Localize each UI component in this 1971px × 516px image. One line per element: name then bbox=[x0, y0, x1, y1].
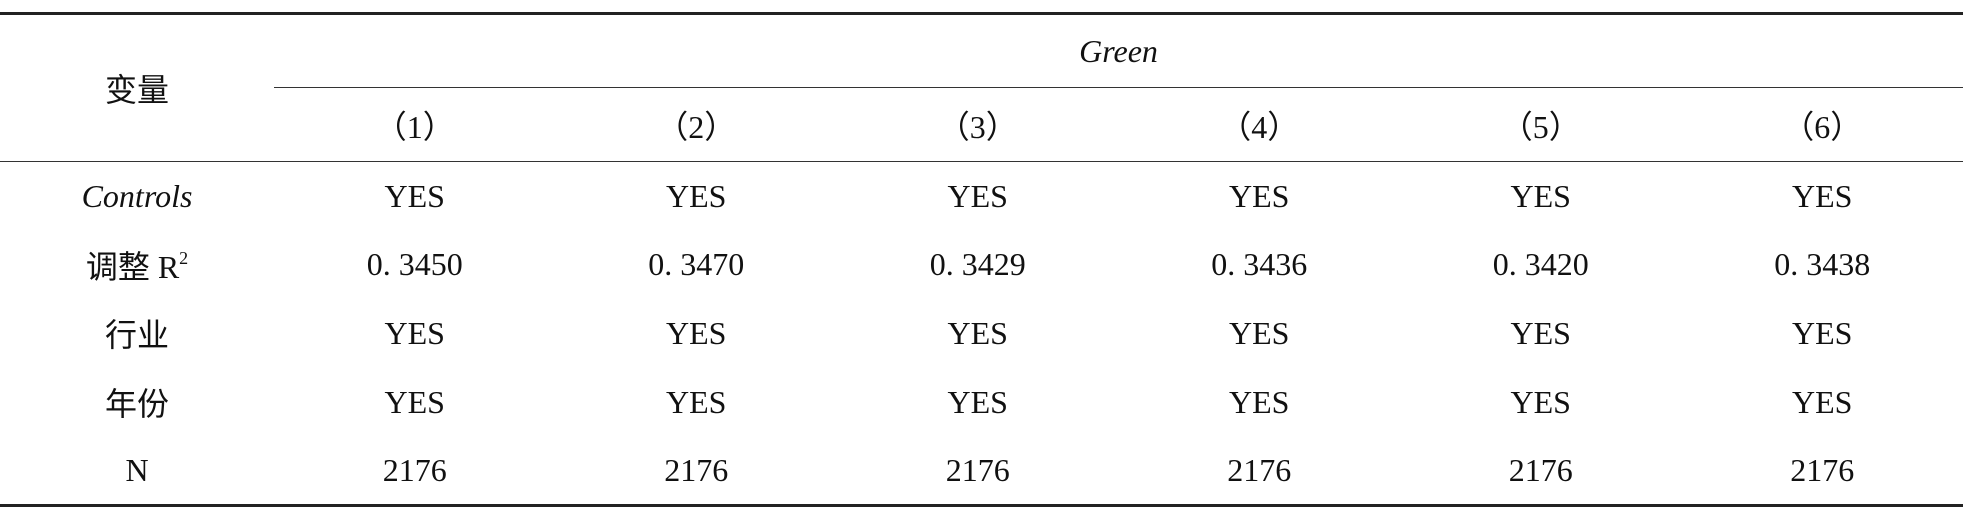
group-header: Green bbox=[274, 12, 1963, 88]
row-label: 行业 bbox=[0, 299, 274, 368]
table-cell: YES bbox=[384, 314, 445, 351]
table-row: Controls YES YES YES YES YES YES bbox=[0, 162, 1963, 231]
table-cell: 2176 bbox=[1681, 436, 1963, 507]
row-label: 年份 bbox=[0, 368, 274, 437]
table-cell: YES bbox=[1510, 314, 1571, 351]
column-header: （6） bbox=[1681, 87, 1963, 162]
table-cell: YES bbox=[947, 314, 1008, 351]
row-label-text: 年份 bbox=[104, 386, 169, 423]
table-cell: YES bbox=[666, 314, 727, 351]
table-cell: YES bbox=[1510, 177, 1571, 214]
column-header: （5） bbox=[1400, 87, 1682, 162]
table-cell: YES bbox=[1792, 177, 1853, 214]
row-label-text: Controls bbox=[81, 177, 193, 214]
table-cell: 2176 bbox=[837, 436, 1119, 507]
table-cell: 0. 3470 bbox=[648, 246, 745, 283]
column-header: （2） bbox=[555, 87, 837, 162]
table-cell: 2176 bbox=[1400, 436, 1682, 507]
table-container: 变量 Green （1） （2） （3） （4） （5） （6） Controls YES Y… bbox=[0, 12, 1963, 507]
table-cell: 0. 3438 bbox=[1774, 246, 1871, 283]
column-header: （4） bbox=[1118, 87, 1400, 162]
table-row: 年份 YES YES YES YES YES YES bbox=[0, 368, 1963, 437]
row-label-text: 行业 bbox=[104, 317, 169, 354]
table-cell: 2176 bbox=[274, 436, 556, 507]
table-cell: YES bbox=[1229, 314, 1290, 351]
table-cell: YES bbox=[1792, 383, 1853, 420]
table-cell: 0. 3436 bbox=[1211, 246, 1308, 283]
table-row: N 2176 2176 2176 2176 2176 2176 bbox=[0, 436, 1963, 507]
table-cell: YES bbox=[947, 383, 1008, 420]
row-label-text: 调整 R bbox=[85, 248, 180, 285]
table-row: 行业 YES YES YES YES YES YES bbox=[0, 299, 1963, 368]
table-cell: YES bbox=[384, 383, 445, 420]
regression-table: 变量 Green （1） （2） （3） （4） （5） （6） Controls YES Y… bbox=[0, 12, 1963, 507]
table-cell: 0. 3420 bbox=[1492, 246, 1589, 283]
row-label: 调整 R2 bbox=[0, 230, 274, 299]
table-cell: 0. 3450 bbox=[366, 246, 463, 283]
table-cell: YES bbox=[666, 177, 727, 214]
table-cell: YES bbox=[1510, 383, 1571, 420]
table-cell: YES bbox=[1792, 314, 1853, 351]
row-label-text: N bbox=[125, 451, 149, 488]
column-header: （3） bbox=[837, 87, 1119, 162]
row-label: Controls bbox=[0, 162, 274, 231]
superscript: 2 bbox=[179, 247, 189, 268]
row-label: N bbox=[0, 436, 274, 507]
table-cell: YES bbox=[384, 177, 445, 214]
column-header: （1） bbox=[274, 87, 556, 162]
table-row: 调整 R2 0. 3450 0. 3470 0. 3429 0. 3436 0. 3420… bbox=[0, 230, 1963, 299]
table-cell: YES bbox=[666, 383, 727, 420]
table-cell: YES bbox=[1229, 177, 1290, 214]
table-cell: 2176 bbox=[555, 436, 837, 507]
corner-header: 变量 bbox=[0, 12, 274, 162]
table-cell: YES bbox=[947, 177, 1008, 214]
table-cell: 2176 bbox=[1118, 436, 1400, 507]
table-cell: YES bbox=[1229, 383, 1290, 420]
table-cell: 0. 3429 bbox=[929, 246, 1026, 283]
